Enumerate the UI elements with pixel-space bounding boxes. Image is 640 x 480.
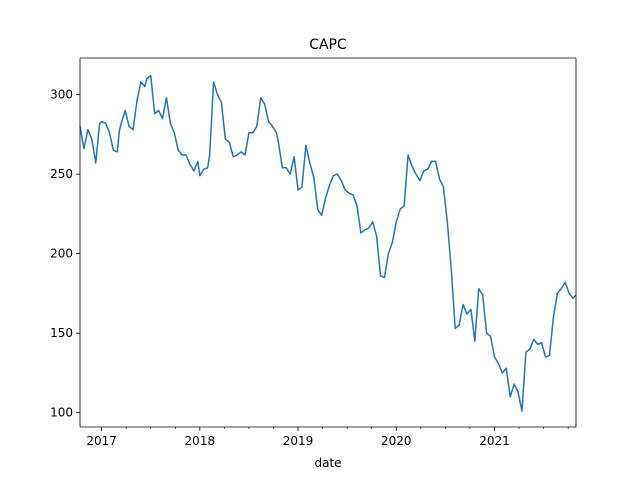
- y-ticks: 100 150 200 250 300: [50, 88, 80, 420]
- x-tick-label: 2019: [283, 434, 314, 448]
- series-layer: [79, 74, 577, 412]
- x-ticks: 2017 2018 2019 2020 2021: [86, 427, 569, 448]
- x-tick-label: 2017: [86, 434, 117, 448]
- y-tick-label: 300: [50, 88, 73, 102]
- x-tick-label: 2018: [185, 434, 216, 448]
- x-tick-label: 2020: [381, 434, 412, 448]
- axes-layer: [79, 57, 577, 428]
- chart-title: CAPC: [309, 37, 347, 53]
- series-line-1: [79, 74, 577, 412]
- x-tick-label: 2021: [479, 434, 510, 448]
- x-axis-label: date: [314, 456, 341, 470]
- y-tick-label: 200: [50, 247, 73, 261]
- y-tick-label: 250: [50, 167, 73, 181]
- y-tick-label: 150: [50, 326, 73, 340]
- y-tick-label: 100: [50, 406, 73, 420]
- plot-area: [80, 58, 576, 427]
